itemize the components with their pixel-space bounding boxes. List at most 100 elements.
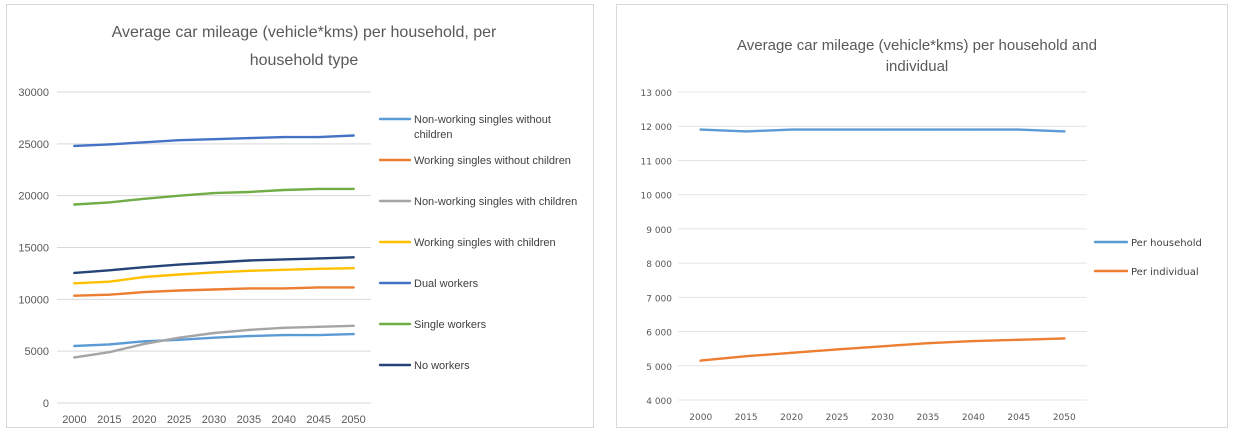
data-point: [282, 326, 285, 330]
data-point: [744, 354, 748, 358]
data-point: [881, 345, 884, 348]
data-point: [926, 128, 930, 131]
x-tick-label: 2045: [1007, 413, 1030, 423]
y-tick-label: 10000: [18, 294, 49, 306]
data-point: [317, 187, 320, 191]
data-point: [212, 336, 216, 339]
data-point: [212, 271, 216, 274]
x-tick-label: 2015: [735, 413, 758, 423]
data-point: [835, 128, 839, 131]
data-point: [972, 339, 975, 343]
data-point: [177, 139, 181, 142]
data-point: [282, 258, 285, 261]
data-point: [790, 351, 793, 354]
y-tick-label: 4 000: [646, 397, 672, 407]
data-point: [699, 128, 702, 131]
x-tick-label: 2000: [62, 414, 86, 426]
data-point: [744, 130, 748, 133]
data-point: [282, 135, 285, 139]
series-line-2: [73, 324, 355, 359]
y-tick-label: 9 000: [646, 226, 672, 236]
data-point: [1017, 338, 1021, 341]
data-point: [212, 191, 216, 195]
data-point: [1017, 128, 1021, 131]
data-point: [317, 325, 320, 329]
series-line-5: [73, 187, 355, 206]
x-tick-label: 2035: [916, 413, 939, 423]
series-line-0: [73, 332, 355, 348]
legend-label: Per household: [1131, 238, 1202, 249]
y-tick-label: 7 000: [646, 294, 672, 304]
data-point: [317, 286, 320, 289]
data-point: [317, 333, 320, 337]
data-point: [177, 194, 181, 197]
data-point: [143, 342, 146, 346]
data-point: [212, 261, 216, 264]
data-point: [352, 256, 355, 259]
y-tick-label: 12 000: [641, 123, 673, 133]
y-tick-label: 10 000: [641, 192, 673, 202]
x-tick-label: 2035: [237, 414, 261, 426]
data-point: [282, 333, 285, 337]
data-point: [699, 359, 702, 362]
data-point: [73, 203, 76, 206]
x-tick-label: 2000: [689, 413, 712, 423]
data-point: [177, 338, 181, 341]
chart-title-line: household type: [250, 52, 359, 69]
x-tick-label: 2050: [1053, 413, 1076, 423]
x-tick-label: 2020: [780, 413, 803, 423]
data-point: [972, 128, 975, 131]
data-point: [108, 269, 111, 272]
data-point: [108, 143, 111, 146]
x-tick-label: 2025: [826, 413, 849, 423]
legend-label: Working singles with children: [414, 237, 556, 249]
data-point: [352, 187, 355, 191]
x-tick-label: 2050: [341, 414, 365, 426]
data-point: [108, 280, 111, 283]
data-point: [73, 294, 76, 297]
data-point: [317, 257, 320, 260]
data-point: [247, 287, 251, 290]
y-tick-label: 5000: [25, 346, 49, 358]
data-point: [143, 275, 146, 279]
x-tick-label: 2040: [962, 413, 985, 423]
data-point: [352, 286, 355, 289]
data-point: [352, 267, 355, 270]
y-tick-label: 8 000: [646, 260, 672, 270]
data-point: [247, 328, 251, 332]
data-point: [73, 271, 76, 275]
chart-household-individual: Average car mileage (vehicle*kms) per ho…: [641, 37, 1202, 423]
x-tick-label: 2020: [132, 414, 156, 426]
data-point: [143, 290, 146, 294]
data-point: [143, 265, 146, 269]
data-point: [352, 324, 355, 327]
data-point: [108, 201, 111, 204]
legend-label: Per individual: [1131, 267, 1199, 278]
data-point: [1063, 337, 1066, 340]
data-point: [790, 128, 793, 131]
y-tick-label: 11 000: [641, 157, 673, 167]
data-point: [177, 263, 181, 266]
data-point: [212, 288, 216, 291]
series-line-4: [73, 134, 355, 148]
x-tick-label: 2040: [272, 414, 296, 426]
data-point: [881, 128, 884, 131]
data-point: [282, 287, 285, 290]
legend-label: Non-working singles without: [414, 114, 551, 126]
chart-panel-household-type: Average car mileage (vehicle*kms) per ho…: [6, 4, 594, 428]
data-point: [108, 351, 111, 354]
y-tick-label: 6 000: [646, 329, 672, 339]
data-point: [317, 135, 320, 139]
data-point: [73, 144, 76, 148]
x-tick-label: 2025: [167, 414, 191, 426]
data-point: [177, 273, 181, 276]
data-point: [352, 332, 355, 336]
y-tick-label: 15000: [18, 243, 49, 255]
data-point: [73, 282, 76, 285]
data-point: [282, 188, 285, 192]
data-point: [1063, 130, 1066, 133]
legend-label: Working singles without children: [414, 155, 571, 167]
data-point: [247, 259, 251, 262]
data-point: [73, 344, 76, 348]
data-point: [247, 136, 251, 140]
